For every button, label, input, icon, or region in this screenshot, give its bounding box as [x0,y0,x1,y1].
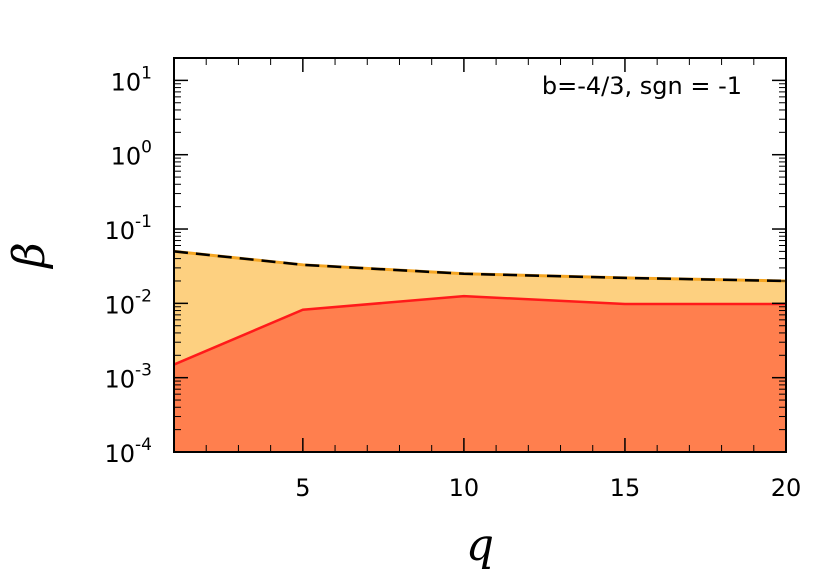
y-tick-labels: 10-4 10-3 10-2 10-1 100 101 [105,63,153,468]
x-tick-label: 5 [295,474,310,502]
x-tick-labels: 5 10 15 20 [295,474,801,502]
series-lines [173,249,787,366]
y-tick-label: 100 [111,138,152,171]
y-tick-label: 10-2 [105,286,153,319]
y-axis-label: β [4,242,55,269]
series-1-line [173,250,787,283]
series-2-area [174,296,786,452]
series-2-line [173,294,786,366]
chart-annotation: b=-4/3, sgn = -1 [542,72,742,100]
x-axis-label: q [466,520,494,571]
y-tick-label: 10-1 [105,212,153,245]
x-tick-label: 15 [610,474,641,502]
y-tick-label: 10-4 [105,435,153,468]
x-tick-label: 20 [771,474,802,502]
x-tick-label: 10 [449,474,480,502]
area-fills [174,251,786,452]
y-tick-label: 101 [111,63,152,96]
plot-frame [173,57,787,453]
y-tick-label: 10-3 [105,361,153,394]
